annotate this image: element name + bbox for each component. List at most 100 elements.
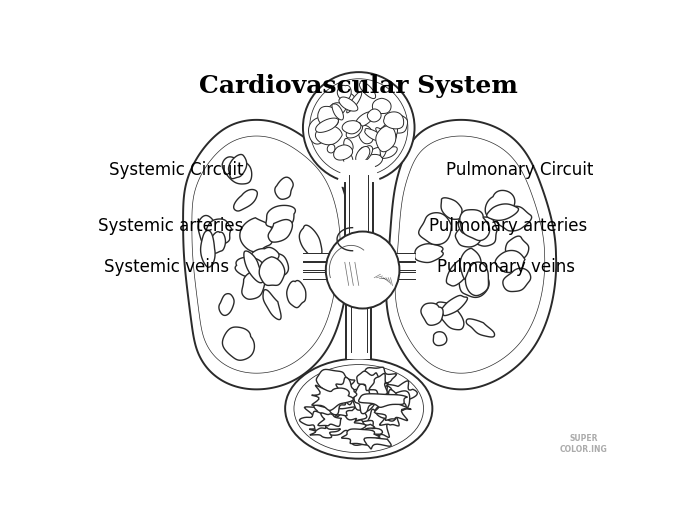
Polygon shape: [334, 145, 353, 160]
Polygon shape: [287, 280, 306, 308]
Polygon shape: [387, 114, 407, 133]
Polygon shape: [458, 211, 477, 234]
Polygon shape: [335, 160, 382, 187]
Polygon shape: [346, 301, 371, 358]
Polygon shape: [384, 381, 417, 400]
Polygon shape: [358, 125, 373, 144]
Polygon shape: [327, 145, 335, 153]
Polygon shape: [395, 136, 545, 373]
Polygon shape: [354, 384, 377, 414]
Polygon shape: [342, 121, 361, 134]
Polygon shape: [368, 109, 381, 122]
Polygon shape: [466, 319, 494, 337]
Polygon shape: [359, 147, 370, 158]
Polygon shape: [323, 412, 366, 435]
Polygon shape: [356, 112, 374, 127]
Polygon shape: [382, 253, 414, 261]
Polygon shape: [251, 247, 279, 263]
Polygon shape: [356, 147, 370, 163]
Polygon shape: [309, 427, 340, 438]
Polygon shape: [376, 128, 392, 142]
Polygon shape: [337, 85, 351, 101]
Polygon shape: [466, 262, 489, 296]
Ellipse shape: [309, 79, 408, 177]
Polygon shape: [382, 124, 398, 139]
Polygon shape: [201, 231, 215, 267]
Polygon shape: [379, 147, 397, 158]
Ellipse shape: [303, 72, 414, 183]
Polygon shape: [241, 270, 265, 299]
Polygon shape: [377, 405, 400, 426]
Polygon shape: [379, 126, 397, 143]
Polygon shape: [375, 389, 406, 418]
Polygon shape: [359, 374, 380, 411]
Polygon shape: [377, 391, 409, 421]
Polygon shape: [419, 213, 452, 245]
Polygon shape: [376, 126, 396, 152]
Polygon shape: [485, 190, 514, 219]
Text: Systemic veins: Systemic veins: [104, 258, 229, 276]
Polygon shape: [312, 385, 354, 410]
Polygon shape: [497, 206, 531, 231]
Polygon shape: [441, 198, 462, 219]
Polygon shape: [370, 374, 389, 396]
Polygon shape: [345, 93, 355, 102]
Polygon shape: [382, 263, 414, 270]
Ellipse shape: [326, 232, 400, 309]
Polygon shape: [309, 117, 328, 144]
Polygon shape: [433, 332, 447, 345]
Polygon shape: [460, 248, 481, 280]
Polygon shape: [327, 392, 345, 415]
Polygon shape: [275, 177, 293, 199]
Polygon shape: [183, 120, 351, 389]
Polygon shape: [367, 409, 393, 438]
Polygon shape: [244, 251, 264, 283]
Polygon shape: [259, 257, 285, 286]
Polygon shape: [435, 302, 464, 330]
Polygon shape: [363, 155, 382, 167]
Polygon shape: [374, 395, 411, 421]
Polygon shape: [234, 190, 258, 211]
Polygon shape: [346, 387, 382, 405]
Polygon shape: [352, 436, 391, 449]
Polygon shape: [414, 244, 443, 263]
Polygon shape: [342, 150, 353, 166]
Polygon shape: [266, 205, 295, 228]
Polygon shape: [303, 271, 335, 279]
Text: Pulmonary arteries: Pulmonary arteries: [429, 217, 587, 235]
Polygon shape: [318, 413, 342, 427]
Polygon shape: [505, 236, 528, 261]
Polygon shape: [486, 204, 519, 221]
Polygon shape: [228, 155, 246, 179]
Polygon shape: [222, 157, 252, 184]
Text: Pulmonary veins: Pulmonary veins: [438, 258, 575, 276]
Text: SUPER
COLOR.ING: SUPER COLOR.ING: [560, 434, 608, 454]
Polygon shape: [300, 225, 322, 257]
Ellipse shape: [294, 365, 424, 453]
Polygon shape: [314, 404, 355, 420]
Polygon shape: [316, 369, 355, 395]
Polygon shape: [456, 224, 484, 247]
Text: Cardiovascular System: Cardiovascular System: [199, 74, 518, 97]
Polygon shape: [264, 253, 288, 277]
Polygon shape: [345, 420, 375, 434]
Polygon shape: [223, 327, 254, 361]
Polygon shape: [346, 123, 363, 138]
Polygon shape: [235, 257, 265, 277]
Polygon shape: [358, 394, 407, 407]
Polygon shape: [358, 146, 372, 162]
Polygon shape: [209, 232, 225, 253]
Polygon shape: [342, 429, 380, 445]
Polygon shape: [360, 81, 376, 99]
Polygon shape: [344, 138, 353, 151]
Polygon shape: [332, 397, 367, 427]
Polygon shape: [206, 219, 232, 245]
Polygon shape: [304, 403, 335, 425]
Text: Systemic Circuit: Systemic Circuit: [109, 161, 244, 179]
Polygon shape: [316, 125, 342, 145]
Polygon shape: [346, 91, 362, 113]
Polygon shape: [219, 293, 234, 315]
Polygon shape: [503, 268, 531, 291]
Polygon shape: [421, 303, 443, 325]
Polygon shape: [351, 420, 382, 441]
